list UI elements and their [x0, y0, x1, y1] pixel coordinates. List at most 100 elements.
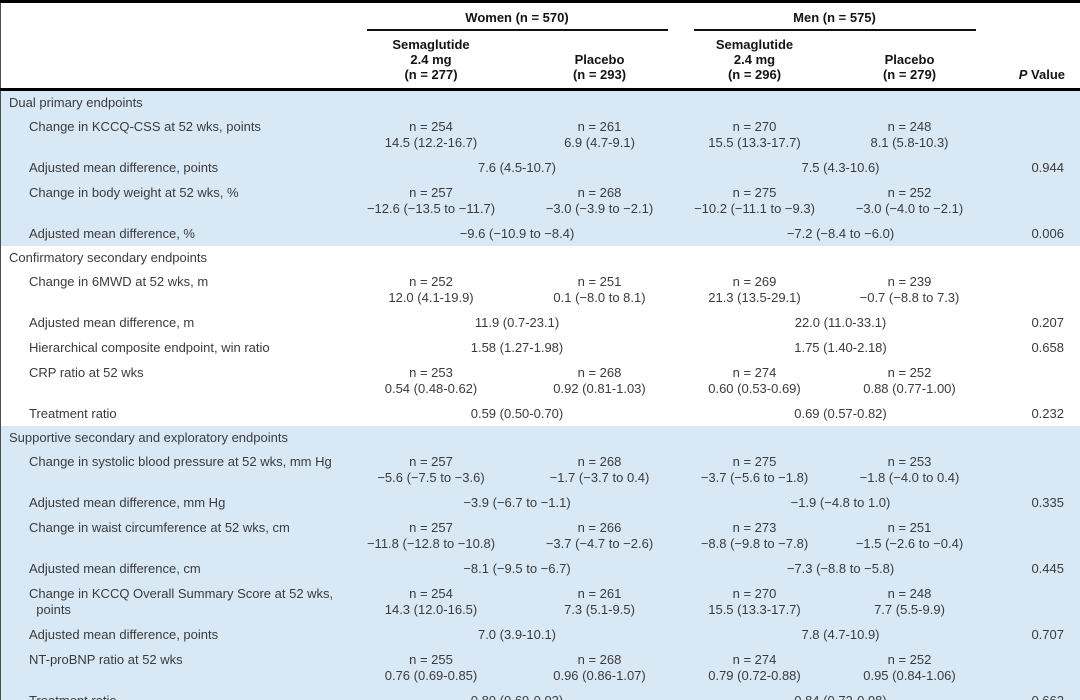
p-value-cell: 0.662: [995, 688, 1080, 700]
men-placebo-value: n = 252 0.88 (0.77-1.00): [823, 360, 996, 401]
women-group-header: Women (n = 570): [348, 1, 686, 31]
table-header: Women (n = 570) Men (n = 575) Semaglutid…: [0, 1, 1080, 91]
table-row: Adjusted mean difference, points 7.0 (3.…: [0, 622, 1080, 647]
women-combined-value: 1.58 (1.27-1.98): [348, 335, 686, 360]
p-value-cell: 0.335: [995, 490, 1080, 515]
empty-p-header-cell: [995, 1, 1080, 31]
women-placebo-value: n = 268 −3.0 (−3.9 to −2.1): [513, 180, 686, 221]
table-row: Hierarchical composite endpoint, win rat…: [0, 335, 1080, 360]
p-value-cell: [995, 114, 1080, 155]
table-row: Change in systolic blood pressure at 52 …: [0, 449, 1080, 490]
row-label: Change in KCCQ-CSS at 52 wks, points: [0, 114, 349, 155]
table-row: Adjusted mean difference, mm Hg −3.9 (−6…: [0, 490, 1080, 515]
women-semaglutide-value: n = 257 −11.8 (−12.8 to −10.8): [348, 515, 514, 556]
men-semaglutide-value: n = 274 0.79 (0.72-0.88): [685, 647, 824, 688]
men-combined-value: 22.0 (11.0-33.1): [685, 310, 996, 335]
table-row: NT-proBNP ratio at 52 wks n = 255 0.76 (…: [0, 647, 1080, 688]
women-combined-value: 0.80 (0.69-0.93): [348, 688, 686, 700]
men-placebo-value: n = 248 7.7 (5.5-9.9): [823, 581, 996, 622]
p-value-cell: [995, 647, 1080, 688]
women-semaglutide-value: n = 255 0.76 (0.69-0.85): [348, 647, 514, 688]
p-value-cell: [995, 360, 1080, 401]
row-label: Change in 6MWD at 52 wks, m: [0, 269, 349, 310]
p-value-cell: 0.207: [995, 310, 1080, 335]
table-row: Change in waist circumference at 52 wks,…: [0, 515, 1080, 556]
women-placebo-value: n = 266 −3.7 (−4.7 to −2.6): [513, 515, 686, 556]
row-label: Adjusted mean difference, m: [0, 310, 349, 335]
men-combined-value: −7.2 (−8.4 to −6.0): [685, 221, 996, 246]
table-row: Adjusted mean difference, m 11.9 (0.7-23…: [0, 310, 1080, 335]
men-placebo-value: n = 252 −3.0 (−4.0 to −2.1): [823, 180, 996, 221]
section-title: Confirmatory secondary endpoints: [0, 246, 1080, 269]
p-value-cell: 0.944: [995, 155, 1080, 180]
row-label: NT-proBNP ratio at 52 wks: [0, 647, 349, 688]
row-label: Change in systolic blood pressure at 52 …: [0, 449, 349, 490]
section-title: Supportive secondary and exploratory end…: [0, 426, 1080, 449]
men-semaglutide-value: n = 269 21.3 (13.5-29.1): [685, 269, 824, 310]
women-placebo-value: n = 268 0.96 (0.86-1.07): [513, 647, 686, 688]
men-placebo-value: n = 248 8.1 (5.8-10.3): [823, 114, 996, 155]
men-placebo-value: n = 253 −1.8 (−4.0 to 0.4): [823, 449, 996, 490]
men-placebo-value: n = 252 0.95 (0.84-1.06): [823, 647, 996, 688]
men-placebo-value: n = 251 −1.5 (−2.6 to −0.4): [823, 515, 996, 556]
row-label: Adjusted mean difference, %: [0, 221, 349, 246]
p-value-cell: 0.658: [995, 335, 1080, 360]
p-value-rest: Value: [1031, 67, 1065, 82]
p-value-cell: 0.232: [995, 401, 1080, 426]
women-semaglutide-value: n = 257 −12.6 (−13.5 to −11.7): [348, 180, 514, 221]
p-value-cell: [995, 581, 1080, 622]
men-semaglutide-value: n = 273 −8.8 (−9.8 to −7.8): [685, 515, 824, 556]
table-row: Adjusted mean difference, % −9.6 (−10.9 …: [0, 221, 1080, 246]
women-semaglutide-value: n = 254 14.3 (12.0-16.5): [348, 581, 514, 622]
row-label: Change in waist circumference at 52 wks,…: [0, 515, 349, 556]
women-combined-value: 7.6 (4.5-10.7): [348, 155, 686, 180]
section-header-row: Confirmatory secondary endpoints: [0, 246, 1080, 269]
table-row: Treatment ratio 0.59 (0.50-0.70) 0.69 (0…: [0, 401, 1080, 426]
men-combined-value: −7.3 (−8.8 to −5.8): [685, 556, 996, 581]
women-combined-value: 7.0 (3.9-10.1): [348, 622, 686, 647]
row-label: Adjusted mean difference, points: [0, 622, 349, 647]
empty-label-header-cell: [0, 31, 349, 91]
men-semaglutide-value: n = 274 0.60 (0.53-0.69): [685, 360, 824, 401]
p-value-column-header: P Value: [995, 31, 1080, 91]
women-combined-value: 11.9 (0.7-23.1): [348, 310, 686, 335]
row-label: Treatment ratio: [0, 401, 349, 426]
section-header-row: Supportive secondary and exploratory end…: [0, 426, 1080, 449]
p-value-cell: 0.445: [995, 556, 1080, 581]
column-header-row: Semaglutide 2.4 mg (n = 277) Placebo (n …: [0, 31, 1080, 91]
table-row: Adjusted mean difference, points 7.6 (4.…: [0, 155, 1080, 180]
row-label: Adjusted mean difference, points: [0, 155, 349, 180]
p-value-cell: [995, 180, 1080, 221]
row-label: Hierarchical composite endpoint, win rat…: [0, 335, 349, 360]
table-row: Change in KCCQ-CSS at 52 wks, points n =…: [0, 114, 1080, 155]
men-group-label: Men (n = 575): [693, 10, 976, 31]
women-combined-value: −8.1 (−9.5 to −6.7): [348, 556, 686, 581]
women-group-label: Women (n = 570): [366, 10, 668, 31]
women-placebo-value: n = 261 7.3 (5.1-9.5): [513, 581, 686, 622]
women-placebo-value: n = 251 0.1 (−8.0 to 8.1): [513, 269, 686, 310]
p-value-cell: [995, 449, 1080, 490]
section-header-row: Dual primary endpoints: [0, 89, 1080, 114]
men-combined-value: 1.75 (1.40-2.18): [685, 335, 996, 360]
table-row: Treatment ratio 0.80 (0.69-0.93) 0.84 (0…: [0, 688, 1080, 700]
table-row: Change in body weight at 52 wks, % n = 2…: [0, 180, 1080, 221]
women-placebo-value: n = 268 −1.7 (−3.7 to 0.4): [513, 449, 686, 490]
women-combined-value: −9.6 (−10.9 to −8.4): [348, 221, 686, 246]
row-label: Change in KCCQ Overall Summary Score at …: [0, 581, 349, 622]
men-combined-value: 7.5 (4.3-10.6): [685, 155, 996, 180]
table-body: Dual primary endpoints Change in KCCQ-CS…: [0, 89, 1080, 700]
men-semaglutide-value: n = 275 −10.2 (−11.1 to −9.3): [685, 180, 824, 221]
group-header-row: Women (n = 570) Men (n = 575): [0, 1, 1080, 31]
men-placebo-value: n = 239 −0.7 (−8.8 to 7.3): [823, 269, 996, 310]
men-semaglutide-value: n = 270 15.5 (13.3-17.7): [685, 581, 824, 622]
row-label: CRP ratio at 52 wks: [0, 360, 349, 401]
women-placebo-value: n = 268 0.92 (0.81-1.03): [513, 360, 686, 401]
women-semaglutide-column-header: Semaglutide 2.4 mg (n = 277): [348, 31, 514, 91]
p-value-italic-p: P: [1018, 67, 1028, 82]
women-placebo-column-header: Placebo (n = 293): [513, 31, 686, 91]
p-value-cell: [995, 269, 1080, 310]
row-label: Adjusted mean difference, mm Hg: [0, 490, 349, 515]
row-label: Change in body weight at 52 wks, %: [0, 180, 349, 221]
